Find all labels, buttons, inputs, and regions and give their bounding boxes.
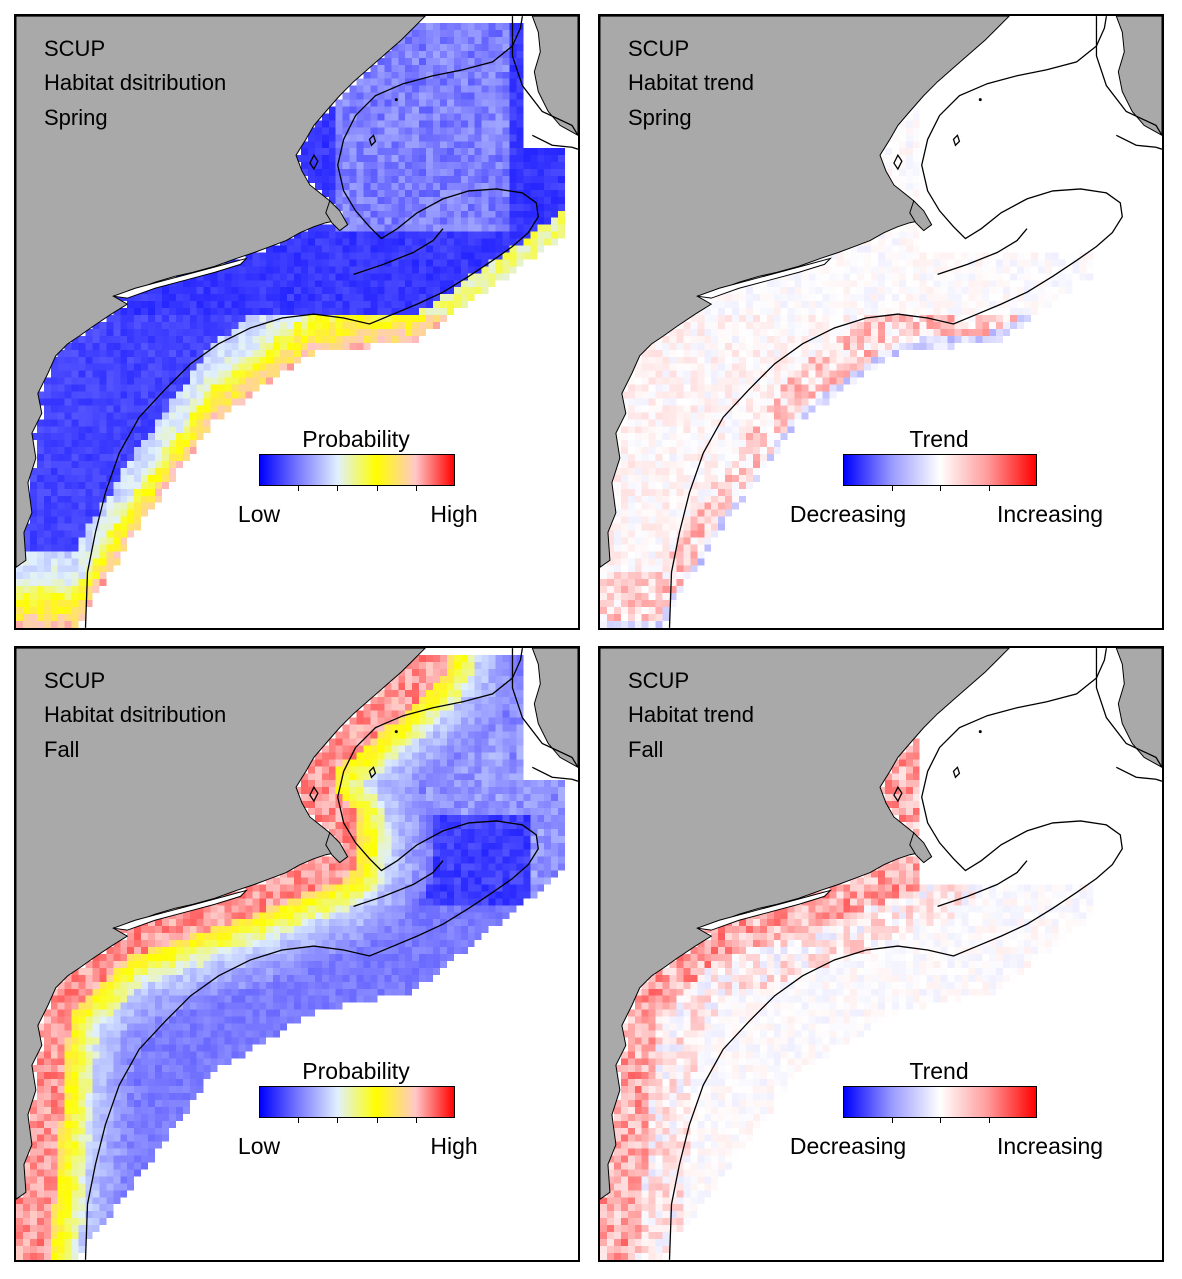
legend-color-bar (843, 454, 1037, 486)
land-cape-cod (325, 199, 349, 232)
depth-contour (84, 648, 539, 1260)
map-panel-fall-trend: SCUP Habitat trend Fall Trend Decreasing… (598, 646, 1164, 1262)
depth-contour (937, 228, 1028, 275)
legend-tick (298, 1118, 300, 1123)
legend-tick (891, 1118, 893, 1123)
legend-high-label: High (430, 1133, 478, 1159)
map-type-label: Habitat dsitribution (44, 70, 227, 95)
depth-contour (511, 16, 578, 136)
depth-contour (952, 766, 961, 779)
season-label: Spring (44, 105, 108, 130)
legend-low-label: Decreasing (789, 501, 907, 527)
depth-contour (511, 648, 578, 768)
legend-tick (940, 1118, 941, 1123)
season-label: Fall (44, 737, 80, 762)
depth-contour (1116, 766, 1162, 782)
land-nova-scotia (1115, 16, 1162, 136)
long-island-sound (113, 257, 249, 299)
legend-high-label: High (430, 501, 478, 527)
depth-contour (309, 153, 319, 171)
land-mainland (16, 648, 426, 1200)
season-label: Fall (628, 737, 664, 762)
island-marker (978, 98, 982, 102)
map-panel-spring-trend: SCUP Habitat trend Spring Trend Decreasi… (598, 14, 1164, 630)
island-marker (394, 730, 398, 734)
legend-tick (376, 1118, 378, 1123)
legend-color-bar (259, 1086, 455, 1118)
depth-contour (937, 860, 1028, 907)
land-mainland (600, 648, 1010, 1200)
depth-contour (952, 134, 961, 147)
legend-tick (415, 486, 417, 491)
depth-contour (668, 16, 1123, 628)
raster-layer (600, 106, 1094, 628)
legend-tick (988, 486, 990, 491)
long-island-sound (113, 889, 249, 931)
species-label: SCUP (44, 36, 106, 61)
depth-contour (532, 134, 578, 150)
depth-contour (353, 228, 444, 275)
map-type-label: Habitat trend (628, 70, 754, 95)
long-island-sound (697, 889, 833, 931)
depth-contour (668, 648, 1123, 1260)
legend-tick (940, 486, 941, 491)
depth-contour (1116, 134, 1162, 150)
legend-low-label: Decreasing (789, 1133, 907, 1159)
depth-contour (532, 766, 578, 782)
depth-contour (1095, 648, 1162, 768)
land-cape-cod (325, 831, 349, 864)
island-marker (978, 730, 982, 734)
legend-tick (891, 486, 893, 491)
raster-layer (16, 655, 566, 1260)
land-cape-cod (909, 199, 933, 232)
species-label: SCUP (44, 668, 106, 693)
land-nova-scotia (531, 16, 578, 136)
map-type-label: Habitat trend (628, 702, 754, 727)
habitat-map (16, 16, 578, 628)
legend-color-bar (843, 1086, 1037, 1118)
legend-tick (337, 486, 339, 491)
depth-contour (84, 16, 539, 628)
legend-low-label: Low (237, 1133, 281, 1159)
land-nova-scotia (1115, 648, 1162, 768)
depth-contour (893, 785, 903, 803)
map-panel-fall-distribution: SCUP Habitat dsitribution Fall Probabili… (14, 646, 580, 1262)
map-panel-spring-distribution: SCUP Habitat dsitribution Spring Probabi… (14, 14, 580, 630)
legend-tick (337, 1118, 339, 1123)
legend-title: Trend (909, 1058, 969, 1084)
habitat-map (16, 648, 578, 1260)
map-type-label: Habitat dsitribution (44, 702, 227, 727)
depth-contour (893, 153, 903, 171)
long-island-sound (697, 257, 833, 299)
species-label: SCUP (628, 668, 690, 693)
depth-contour (368, 766, 377, 779)
raster-layer (600, 738, 1094, 1260)
land-nova-scotia (531, 648, 578, 768)
land-mainland (16, 16, 426, 568)
habitat-map (600, 16, 1162, 628)
legend-tick (376, 486, 378, 491)
legend-title: Probability (302, 1058, 410, 1084)
habitat-map (600, 648, 1162, 1260)
season-label: Spring (628, 105, 692, 130)
legend-title: Trend (909, 426, 969, 452)
land-mainland (600, 16, 1010, 568)
species-label: SCUP (628, 36, 690, 61)
legend-tick (988, 1118, 990, 1123)
legend-high-label: Increasing (996, 501, 1104, 527)
land-cape-cod (909, 831, 933, 864)
depth-contour (353, 860, 444, 907)
raster-layer (16, 23, 566, 628)
legend-title: Probability (302, 426, 410, 452)
legend-tick (298, 486, 300, 491)
legend-high-label: Increasing (996, 1133, 1104, 1159)
legend-low-label: Low (237, 501, 281, 527)
legend-color-bar (259, 454, 455, 486)
depth-contour (1095, 16, 1162, 136)
legend-tick (415, 1118, 417, 1123)
depth-contour (368, 134, 377, 147)
island-marker (394, 98, 398, 102)
depth-contour (309, 785, 319, 803)
